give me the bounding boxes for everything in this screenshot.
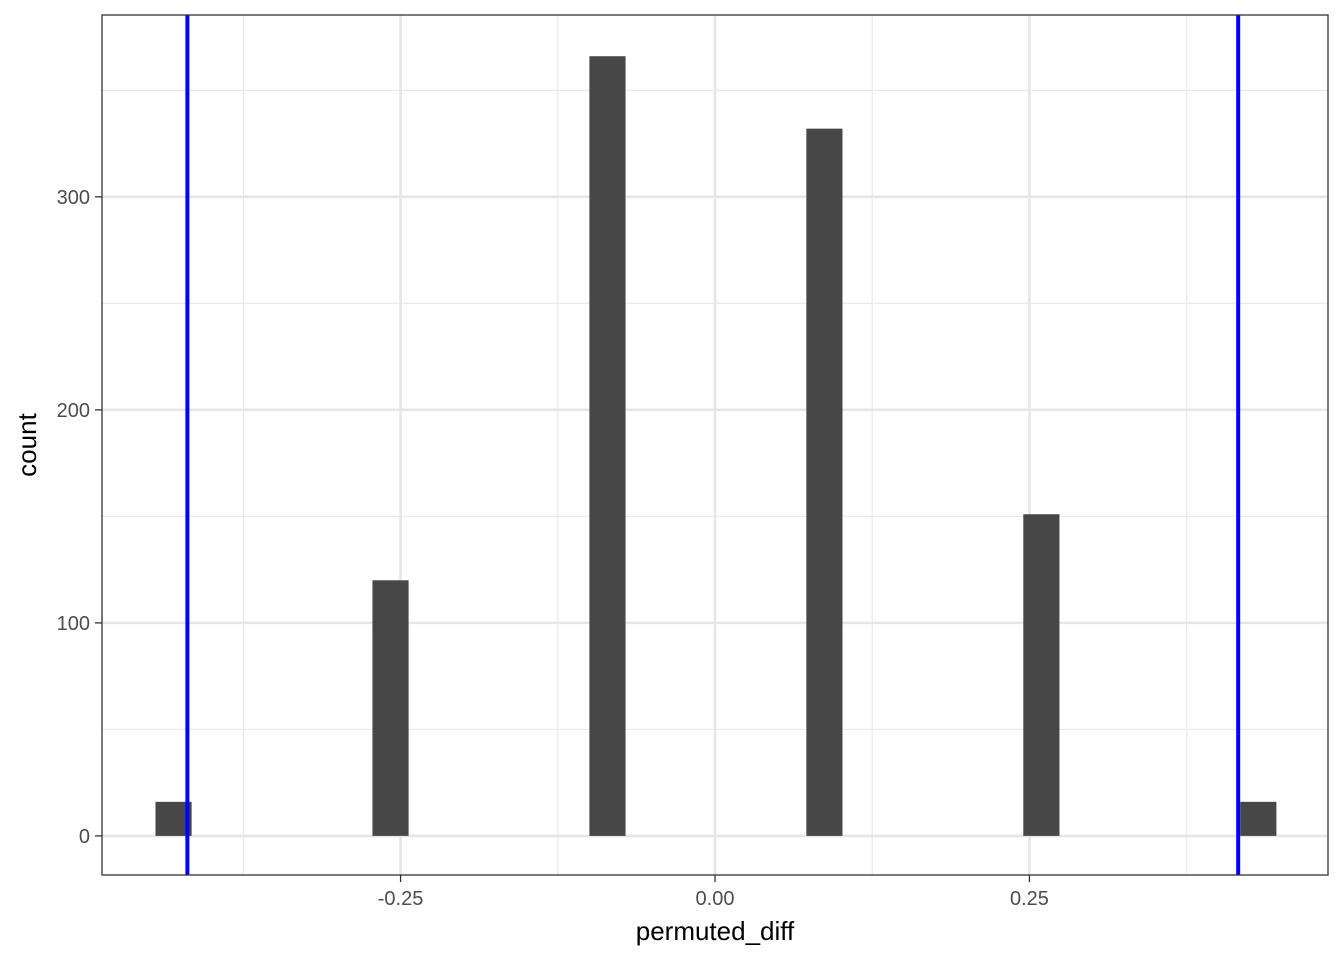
histogram-bar [1240,801,1277,836]
x-tick-label: 0.25 [1010,888,1049,910]
histogram-bar [372,580,409,836]
y-tick-label: 300 [57,187,90,209]
histogram-bar [1023,514,1060,836]
x-axis-ticks: -0.25 0.00 0.25 [378,875,1049,910]
y-tick-label: 0 [79,826,90,848]
y-tick-label: 100 [57,613,90,635]
x-tick-label: 0.00 [696,888,735,910]
histogram-bar [589,56,626,836]
histogram-bar [806,128,843,836]
histogram-bars [155,56,1277,836]
reference-lines [185,15,1241,875]
x-axis-title: permuted_diff [636,916,795,946]
y-axis-ticks: 0 100 200 300 [57,187,102,848]
y-axis-title: count [12,412,42,476]
y-tick-label: 200 [57,400,90,422]
x-tick-label: -0.25 [378,888,424,910]
